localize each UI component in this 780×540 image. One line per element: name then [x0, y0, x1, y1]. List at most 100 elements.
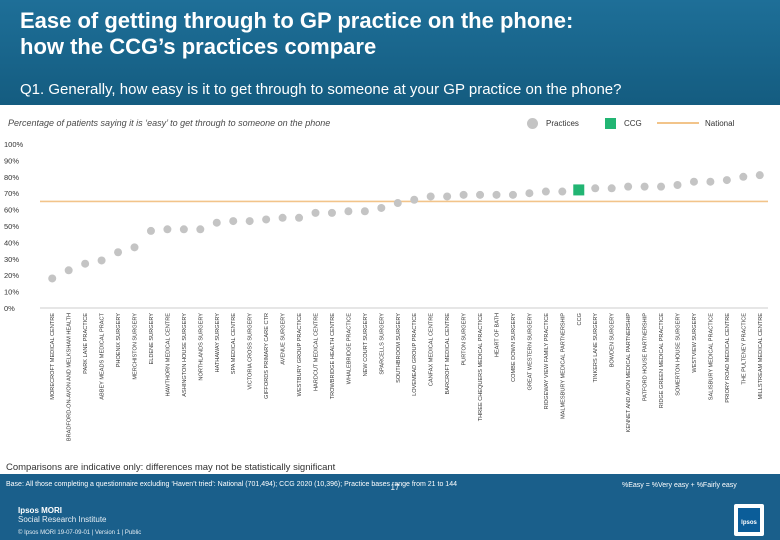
- category-label: MALMESBURY MEDICAL PARTNERSHIP: [560, 313, 566, 419]
- practice-point: [212, 218, 221, 227]
- national-line-icon: [657, 122, 699, 124]
- y-tick-label: 40%: [4, 238, 19, 247]
- category-label: GIFFORDS PRIMARY CARE CTR: [264, 313, 270, 399]
- practice-point: [245, 217, 254, 226]
- practice-point: [262, 215, 271, 224]
- practice-point: [689, 177, 698, 186]
- category-label: PARK LANE PRACTICE: [83, 313, 89, 374]
- practice-point: [97, 256, 106, 265]
- practice-point: [360, 207, 369, 216]
- category-label: PATFORD HOUSE PARTNERSHIP: [643, 313, 649, 401]
- practice-point: [393, 199, 402, 208]
- category-label: ABBEY MEADS MEDICAL PRACT: [100, 312, 106, 399]
- page-title: Ease of getting through to GP practice o…: [20, 8, 740, 60]
- category-label: PURTON SURGERY: [462, 313, 468, 366]
- y-tick-label: 20%: [4, 271, 19, 280]
- practice-point: [48, 274, 57, 283]
- brand-subtitle: Social Research Institute: [18, 515, 107, 524]
- ipsos-logo-mark: Ipsos: [738, 508, 760, 532]
- y-tick-label: 70%: [4, 189, 19, 198]
- y-tick-label: 0%: [4, 304, 15, 313]
- ipsos-logo: Ipsos: [734, 504, 764, 536]
- ccg-marker-icon: [605, 117, 616, 129]
- category-label: NEW COURT SURGERY: [363, 313, 369, 377]
- easy-formula: %Easy = %Very easy + %Fairly easy: [622, 482, 737, 489]
- practice-point: [525, 189, 534, 198]
- practice-point: [229, 217, 238, 226]
- y-tick-label: 50%: [4, 222, 19, 231]
- practice-point: [146, 226, 155, 235]
- category-label: WHALEBRIDGE PRACTICE: [346, 313, 352, 384]
- category-label: BOWDEN SURGERY: [610, 313, 616, 368]
- category-label: VICTORIA CROSS SURGERY: [248, 313, 254, 390]
- practice-point: [410, 195, 419, 204]
- practice-point: [114, 248, 123, 257]
- category-label: SPARCELLS SURGERY: [379, 313, 385, 375]
- practice-point: [311, 208, 320, 217]
- copyright: © Ipsos MORI 19-07-09-01 | Version 1 | P…: [18, 530, 142, 536]
- practice-point: [624, 182, 633, 191]
- practice-point: [492, 190, 501, 199]
- legend-ccg-label: CCG: [624, 118, 642, 128]
- footer: Base: All those completing a questionnai…: [0, 474, 780, 540]
- category-label: THE PULTENEY PRACTICE: [741, 313, 747, 385]
- practice-point: [344, 207, 353, 216]
- category-label: SPA MEDICAL CENTRE: [231, 313, 237, 375]
- comparison-note: Comparisons are indicative only: differe…: [6, 462, 336, 473]
- practice-point: [163, 225, 172, 234]
- category-label: ASHINGTON HOUSE SURGERY: [182, 313, 188, 397]
- ccg-point: [573, 184, 585, 196]
- title-line-2: how the CCG’s practices compare: [20, 34, 377, 59]
- category-label: AVENUE SURGERY: [281, 313, 287, 365]
- category-label: NORTHLANDS SURGERY: [198, 313, 204, 381]
- y-tick-label: 90%: [4, 156, 19, 165]
- practice-point: [755, 171, 764, 180]
- legend-practices: Practices: [527, 116, 579, 130]
- category-label: HARDCUT MEDICAL CENTRE: [314, 313, 320, 391]
- legend-practices-label: Practices: [546, 118, 579, 128]
- category-label: WESTBURY GROUP PRACTICE: [297, 313, 303, 397]
- category-label: HEART OF BATH: [495, 313, 501, 357]
- category-label: SALISBURY MEDICAL PRACTICE: [708, 313, 714, 401]
- brand-name: Ipsos MORI: [18, 506, 63, 515]
- category-label: WESTVIEW SURGERY: [692, 313, 698, 373]
- category-label: BRADFORD-ON-AVON AND MELKSHAM HEALTH: [67, 313, 73, 441]
- legend-ccg: CCG: [605, 116, 642, 130]
- category-label: RIDGEWAY VIEW FAMILY PRACTICE: [544, 313, 550, 410]
- practice-point: [327, 208, 336, 217]
- y-tick-label: 80%: [4, 173, 19, 182]
- category-label: GREAT WESTERN SURGERY: [527, 313, 533, 391]
- category-label: CANFAX MEDICAL CENTRE: [429, 313, 435, 386]
- category-label: HAWTHORN MEDICAL CENTRE: [165, 313, 171, 397]
- y-tick-label: 10%: [4, 288, 19, 297]
- practice-point: [377, 203, 386, 212]
- category-label: ELDENE SURGERY: [149, 313, 155, 365]
- practice-point: [657, 182, 666, 191]
- header-banner: Ease of getting through to GP practice o…: [0, 0, 780, 105]
- practice-point: [81, 259, 90, 268]
- category-label: COMBE DOWN SURGERY: [511, 313, 517, 382]
- practice-point: [558, 187, 567, 196]
- practice-point: [591, 184, 600, 193]
- category-label: LOVEMEAD GROUP PRACTICE: [412, 313, 418, 396]
- category-label: TINKERS LANE SURGERY: [593, 313, 599, 383]
- category-label: MORECROFT MEDICAL CENTRE: [50, 313, 56, 400]
- category-label: MERCHISTON SURGERY: [133, 313, 139, 380]
- practice-point: [426, 192, 435, 201]
- y-tick-label: 60%: [4, 206, 19, 215]
- page-number: 17: [390, 483, 400, 492]
- category-label: PHOENIX SURGERY: [116, 313, 122, 368]
- base-note: Base: All those completing a questionnai…: [6, 481, 457, 488]
- category-label: RIDGE GREEN MEDICAL PRACTICE: [659, 313, 665, 408]
- category-label: PRIORY ROAD MEDICAL CENTRE: [725, 313, 731, 403]
- category-label: CCG: [577, 313, 583, 325]
- category-label: THREE CHEQUERS MEDICAL PRACTICE: [478, 313, 484, 422]
- practice-point: [508, 190, 517, 199]
- practice-point: [476, 190, 485, 199]
- practice-point: [443, 192, 452, 201]
- practice-point: [179, 225, 188, 234]
- practice-point: [640, 182, 649, 191]
- practice-point: [706, 177, 715, 186]
- y-tick-label: 30%: [4, 255, 19, 264]
- category-label: TROWBRIDGE HEALTH CENTRE: [330, 313, 336, 400]
